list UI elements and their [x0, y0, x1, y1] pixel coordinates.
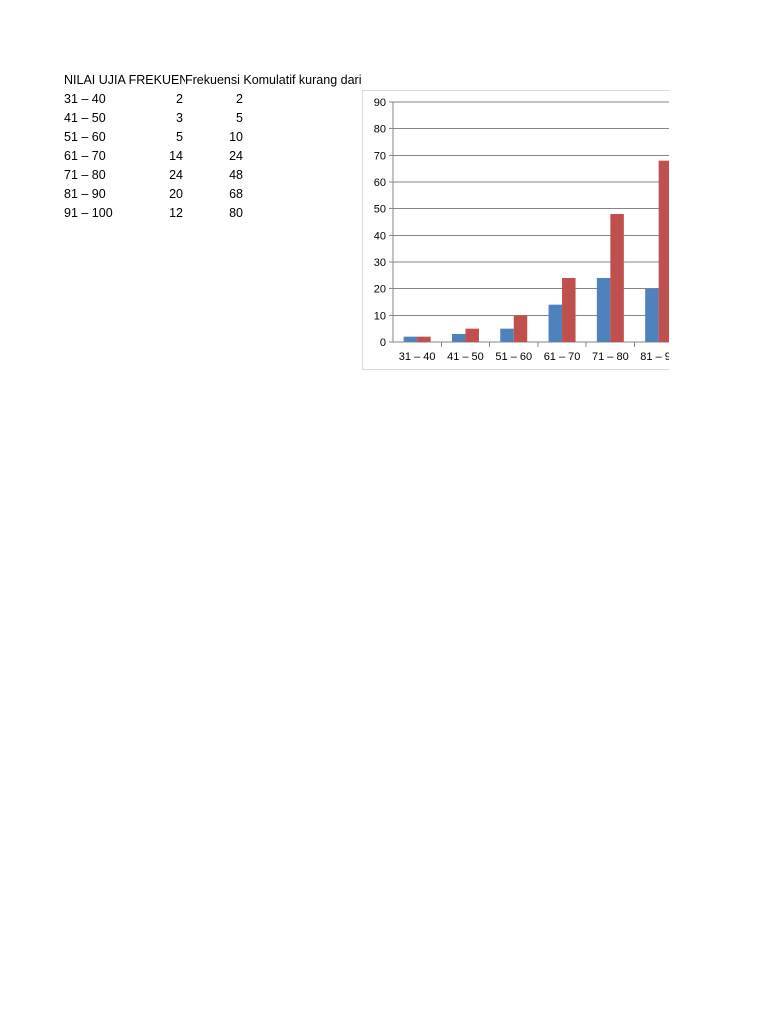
- x-tick-label: 71 – 80: [592, 351, 629, 363]
- bar-series-1: [645, 288, 659, 342]
- bar-series-2: [658, 160, 669, 342]
- cell-range[interactable]: 71 – 80: [64, 168, 106, 182]
- y-tick-label: 80: [374, 124, 386, 136]
- cell-frequency[interactable]: 2: [176, 92, 183, 106]
- chart-frame[interactable]: 0 10 20 30 40 50 60 70 80 90 31 – 40 41 – 50 51 – 60…: [362, 90, 669, 370]
- cell-cumulative[interactable]: 10: [229, 130, 243, 144]
- y-tick-label: 0: [380, 337, 386, 349]
- cell-frequency[interactable]: 14: [169, 149, 183, 163]
- y-tick-label: 70: [374, 150, 386, 162]
- cell-cumulative[interactable]: 80: [229, 206, 243, 220]
- cell-frequency[interactable]: 24: [169, 168, 183, 182]
- y-tick-label: 30: [374, 257, 386, 269]
- bar-series-1: [451, 334, 466, 342]
- x-tick-label: 61 – 70: [544, 351, 581, 363]
- x-tick-label: 81 – 90: [640, 351, 669, 363]
- cell-range[interactable]: 41 – 50: [64, 111, 106, 125]
- cell-cumulative[interactable]: 24: [229, 149, 243, 163]
- cell-cumulative[interactable]: 5: [236, 111, 243, 125]
- y-tick-label: 50: [374, 204, 386, 216]
- y-tick-label: 90: [374, 97, 386, 109]
- y-tick-label: 20: [374, 284, 386, 296]
- cell-range[interactable]: 81 – 90: [64, 187, 106, 201]
- bar-series-1: [548, 304, 563, 342]
- cell-frequency[interactable]: 3: [176, 111, 183, 125]
- bar-series-1: [403, 336, 418, 342]
- bar-series-2: [562, 278, 576, 342]
- bar-series-2: [465, 328, 479, 342]
- y-tick-label: 10: [374, 310, 386, 322]
- bar-series-2: [417, 336, 431, 342]
- cell-cumulative[interactable]: 48: [229, 168, 243, 182]
- bar-series-2: [513, 315, 528, 342]
- cell-cumulative[interactable]: 68: [229, 187, 243, 201]
- bar-chart: 0 10 20 30 40 50 60 70 80 90 31 – 40 41 – 50 51 – 60…: [374, 97, 669, 363]
- header-nilai-frekuensi[interactable]: NILAI UJIA FREKUENSI: [64, 73, 185, 87]
- bar-series-2: [610, 214, 624, 342]
- header-frekuensi-komulatif[interactable]: Frekuensi Komulatif kurang dari: [185, 73, 362, 87]
- cell-frequency[interactable]: 12: [169, 206, 183, 220]
- spreadsheet-area: NILAI UJIA FREKUENSI Frekuensi Komulatif…: [0, 0, 768, 380]
- bar-series-1: [500, 328, 514, 342]
- cell-frequency[interactable]: 5: [176, 130, 183, 144]
- x-tick-label: 51 – 60: [495, 351, 532, 363]
- cell-frequency[interactable]: 20: [169, 187, 183, 201]
- cell-cumulative[interactable]: 2: [236, 92, 243, 106]
- bar-series-1: [596, 278, 611, 342]
- cell-range[interactable]: 91 – 100: [64, 206, 113, 220]
- cell-range[interactable]: 51 – 60: [64, 130, 106, 144]
- x-tick-label: 31 – 40: [399, 351, 436, 363]
- cell-range[interactable]: 61 – 70: [64, 149, 106, 163]
- x-tick-label: 41 – 50: [447, 351, 484, 363]
- cell-range[interactable]: 31 – 40: [64, 92, 106, 106]
- y-tick-label: 60: [374, 177, 386, 189]
- y-tick-label: 40: [374, 230, 386, 242]
